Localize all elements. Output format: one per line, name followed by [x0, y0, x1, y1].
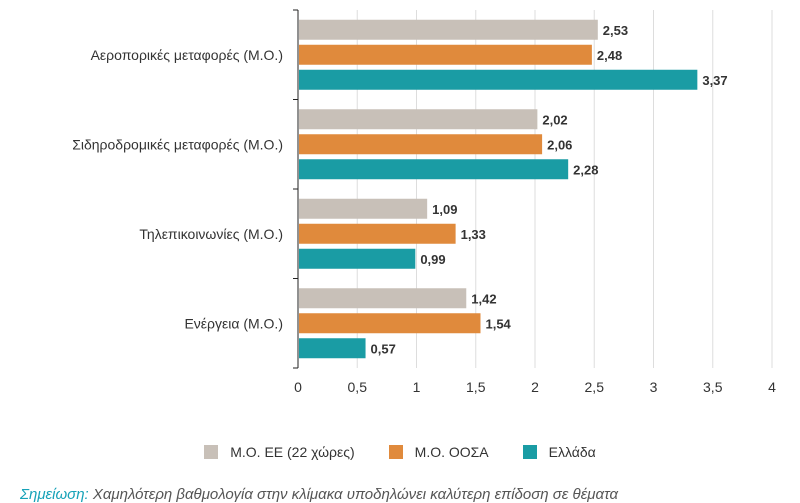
data-label: 1,54	[485, 316, 511, 331]
category-label: Σιδηροδρομικές μεταφορές (Μ.Ο.)	[72, 136, 283, 152]
bar	[299, 313, 481, 334]
x-tick-label: 2,5	[585, 379, 605, 395]
x-tick-label: 1,5	[466, 379, 486, 395]
category-label: Ενέργεια (Μ.Ο.)	[184, 315, 283, 331]
legend-swatch-oecd	[388, 445, 403, 459]
legend-label-oecd: Μ.Ο. ΟΟΣΑ	[414, 444, 489, 460]
bar	[299, 223, 456, 244]
data-label: 2,02	[542, 112, 567, 127]
x-tick-label: 0,5	[348, 379, 368, 395]
footnote: Σημείωση: Χαμηλότερη βαθμολογία στην κλί…	[20, 487, 618, 503]
data-label: 3,37	[702, 73, 727, 88]
bar	[299, 44, 592, 65]
category-label: Αεροπορικές μεταφορές (Μ.Ο.)	[91, 47, 283, 63]
grid-lines	[293, 9, 773, 369]
bar	[299, 288, 467, 309]
data-label: 0,57	[371, 341, 396, 356]
data-label: 0,99	[420, 252, 445, 267]
bar	[299, 134, 543, 155]
x-tick-label: 4	[768, 379, 776, 395]
footnote-label: Σημείωση:	[20, 486, 89, 503]
bar	[299, 248, 416, 269]
category-label: Τηλεπικοινωνίες (Μ.Ο.)	[139, 226, 283, 242]
data-label: 1,42	[471, 291, 496, 306]
value-labels: 2,53 2,48 3,37 2,02 2,062,28 1,09 1,33 0,99 1,42…	[371, 23, 728, 357]
bar	[299, 109, 538, 130]
legend-item-oecd: Μ.Ο. ΟΟΣΑ	[388, 444, 489, 460]
legend-item-eu: Μ.Ο. ΕΕ (22 χώρες)	[204, 444, 355, 460]
bar-chart: 2,532,483,372,022,062,281,091,330,991,42…	[72, 9, 776, 395]
data-label: 1,33	[461, 227, 486, 242]
bar	[299, 338, 366, 359]
category-labels: Αεροπορικές μεταφορές (Μ.Ο.) Σιδηροδρομικ…	[72, 47, 283, 332]
bars-group	[299, 19, 698, 359]
legend-item-greece: Ελλάδα	[522, 444, 596, 460]
bar	[299, 69, 698, 90]
data-label: 2,53	[603, 23, 628, 38]
bar	[299, 19, 598, 40]
bar	[299, 159, 569, 180]
footnote-text: Χαμηλότερη βαθμολογία στην κλίμακα υποδη…	[88, 486, 619, 503]
data-label: 1,09	[432, 202, 457, 217]
x-tick-label: 1	[413, 379, 421, 395]
x-tick-label: 3,5	[703, 379, 723, 395]
x-axis-ticks: 0 0,5 1 1,5 2 2,5 3 3,5 4	[294, 379, 776, 395]
data-label: 2,06	[547, 137, 572, 152]
x-tick-label: 2	[531, 379, 539, 395]
legend-swatch-greece	[522, 445, 537, 459]
data-label: 2,48	[597, 48, 622, 63]
legend-label-greece: Ελλάδα	[548, 444, 596, 460]
bar	[299, 198, 428, 219]
legend: Μ.Ο. ΕΕ (22 χώρες) Μ.Ο. ΟΟΣΑ Ελλάδα	[0, 440, 800, 464]
x-tick-label: 3	[650, 379, 658, 395]
legend-swatch-eu	[204, 445, 219, 459]
data-label: 2,28	[573, 162, 598, 177]
legend-label-eu: Μ.Ο. ΕΕ (22 χώρες)	[230, 444, 355, 460]
x-tick-label: 0	[294, 379, 302, 395]
